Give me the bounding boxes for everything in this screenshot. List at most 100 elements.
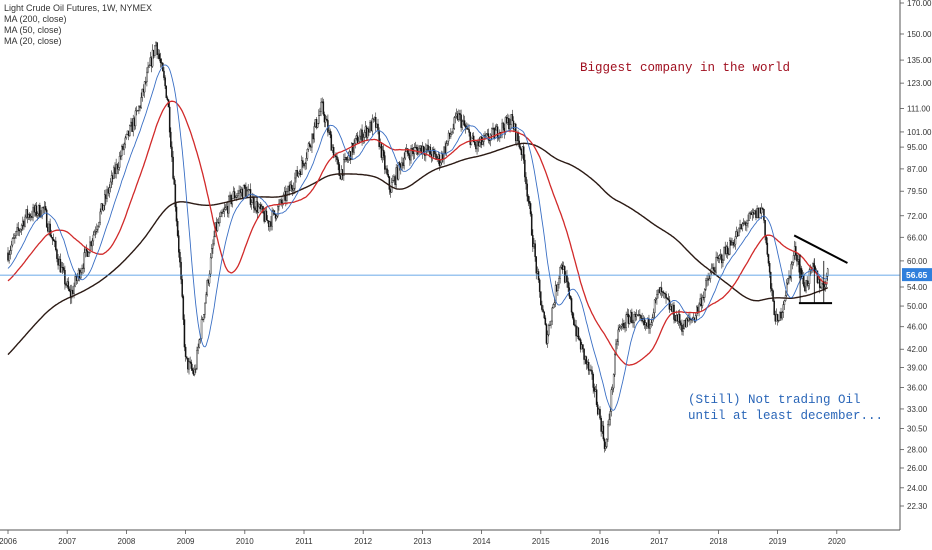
- candle: [804, 282, 806, 292]
- candle: [453, 116, 456, 131]
- candle: [593, 383, 596, 398]
- candle: [729, 237, 731, 256]
- symbol-title[interactable]: Light Crude Oil Futures, 1W, NYMEX: [4, 3, 153, 13]
- candle: [607, 420, 609, 442]
- candle: [16, 223, 18, 236]
- candle: [645, 322, 648, 330]
- price-axis[interactable]: 170.00 150.00 135.00 123.00 111.00 101.00 95.0…: [899, 0, 932, 530]
- price-tick-label: 39.00: [907, 364, 928, 373]
- candle: [134, 107, 137, 130]
- candle: [347, 151, 350, 163]
- candle: [230, 193, 232, 207]
- candle: [656, 290, 658, 305]
- candle: [549, 320, 551, 326]
- candle: [360, 128, 362, 140]
- indicator-ma50-label[interactable]: MA (50, close): [4, 25, 62, 35]
- candle: [379, 138, 382, 149]
- candle: [407, 148, 410, 159]
- candle: [75, 275, 78, 285]
- candle: [305, 152, 308, 170]
- candle: [23, 219, 25, 230]
- candle: [587, 358, 590, 375]
- price-tick-label: 24.00: [907, 484, 928, 493]
- candle: [550, 320, 552, 329]
- candle: [684, 318, 687, 328]
- candle: [486, 129, 489, 136]
- candle: [228, 194, 230, 218]
- candle: [56, 248, 58, 263]
- candle: [791, 261, 794, 270]
- candle: [447, 130, 450, 146]
- candle: [723, 246, 725, 261]
- candle: [11, 237, 14, 248]
- candle: [650, 319, 652, 328]
- candle: [145, 76, 147, 85]
- candle: [641, 312, 643, 324]
- candle: [793, 240, 796, 260]
- trendline-drawings: [0, 234, 900, 305]
- candle: [264, 207, 267, 223]
- candle: [557, 281, 559, 296]
- time-axis[interactable]: 2006 2007 2008 2009 2010 2011 2012 2013 2014 2015…: [0, 529, 932, 550]
- candle: [455, 108, 458, 119]
- candle: [785, 279, 788, 297]
- candle: [316, 123, 319, 129]
- candle: [265, 207, 268, 221]
- candle: [115, 158, 117, 179]
- candle: [306, 148, 309, 161]
- candle: [110, 170, 113, 189]
- candle: [592, 372, 594, 394]
- candle: [396, 165, 399, 181]
- candle: [295, 169, 297, 183]
- candle: [345, 156, 347, 163]
- candle: [623, 319, 625, 330]
- candle: [480, 135, 483, 149]
- candle: [398, 161, 401, 171]
- candle: [582, 344, 584, 353]
- candle: [707, 272, 709, 286]
- candle: [386, 165, 388, 176]
- candle: [226, 200, 229, 218]
- candle: [574, 319, 576, 328]
- candle: [66, 278, 68, 288]
- candle: [174, 179, 177, 212]
- candle: [496, 124, 499, 142]
- candle: [303, 162, 305, 169]
- candle: [658, 287, 660, 294]
- candle: [336, 152, 338, 165]
- candle: [668, 296, 671, 313]
- annotation-bottom-line1: (Still) Not trading Oil: [688, 393, 861, 407]
- candle: [548, 323, 550, 337]
- candle: [617, 324, 619, 346]
- indicator-ma20-label[interactable]: MA (20, close): [4, 36, 62, 46]
- candle: [743, 220, 746, 226]
- candle: [81, 264, 83, 275]
- candle: [522, 142, 525, 164]
- descending-trendline[interactable]: [793, 234, 848, 264]
- candle: [450, 128, 452, 139]
- candle: [452, 123, 454, 134]
- candle: [577, 327, 580, 341]
- candle: [159, 52, 162, 68]
- candle: [298, 169, 301, 176]
- candle: [239, 185, 241, 199]
- candle: [52, 233, 55, 242]
- candle: [143, 81, 146, 98]
- candle: [96, 223, 98, 235]
- candle: [610, 386, 613, 417]
- candle: [495, 123, 498, 131]
- candle: [667, 293, 670, 301]
- candle: [596, 401, 599, 416]
- indicator-ma200-label[interactable]: MA (200, close): [4, 14, 67, 24]
- candle: [294, 172, 296, 195]
- candle: [178, 230, 180, 258]
- candle: [280, 197, 282, 207]
- candle: [377, 118, 379, 135]
- candle: [586, 360, 589, 369]
- candle: [601, 420, 604, 434]
- candle: [101, 203, 104, 211]
- candle: [624, 322, 626, 333]
- candle: [508, 114, 510, 131]
- candle: [636, 314, 639, 316]
